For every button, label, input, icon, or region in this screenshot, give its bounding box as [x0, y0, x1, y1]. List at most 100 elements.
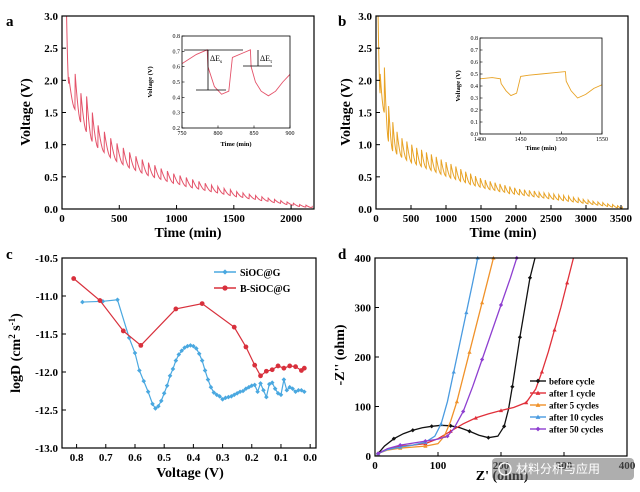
chart-c-point-1-7: [243, 344, 249, 350]
chart-c-xtick-label-5: 0.3: [216, 452, 230, 464]
chart-c-xtick-label-7: 0.1: [274, 452, 288, 464]
chart-d-legend-marker-4: [535, 426, 541, 432]
chart-a-xtick-label-2: 1000: [166, 213, 189, 225]
chart-c-xtick-label-4: 0.4: [187, 452, 201, 464]
chart-c-point-0-25: [199, 358, 205, 363]
panel-label-c: c: [6, 247, 13, 263]
chart-a-xtick-label-0: 0: [59, 213, 65, 225]
chart-c-legend-marker-0: [222, 269, 228, 275]
chart-c-point-0-8: [150, 401, 155, 407]
inset-a-ytick-label-4: 0.6: [173, 65, 181, 71]
chart-d-point-3-6: [439, 421, 444, 426]
chart-a-ytick-label-2: 1.0: [44, 140, 58, 152]
chart-c-axes: 0.8 0.7 0.6 0.5 0.4 0.3 0.2 0.1 0.0 -10.5 -11.0 -11…: [35, 253, 317, 464]
chart-b: 0 500 1000 1500 2000 2500 3000 3500 0.0 0.5 1.0 1.5…: [339, 11, 633, 241]
chart-c-point-0-22: [191, 343, 196, 349]
chart-c-point-0-12: [161, 390, 167, 396]
chart-d-point-0-16: [510, 384, 515, 389]
chart-b-ytick-label-4: 2.0: [358, 75, 372, 87]
chart-d-legend-label-0: before cycle: [549, 377, 595, 387]
chart-c-ytick-label-0: -10.5: [35, 253, 58, 265]
chart-c-point-0-23: [193, 346, 199, 351]
chart-c-xtick-label-8: 0.0: [303, 452, 317, 464]
chart-a-ytick-label-6: 3.0: [44, 11, 58, 23]
inset-b-ytick-label-5: 0.5: [471, 72, 479, 78]
chart-d-point-4-4: [423, 439, 428, 444]
chart-a-ylabel: Voltage (V): [19, 78, 34, 146]
chart-d-series-group: [376, 255, 575, 456]
chart-c-point-0-52: [278, 392, 284, 398]
chart-c-point-0-2: [115, 297, 120, 303]
chart-c-point-0-34: [226, 394, 231, 400]
chart-c-point-0-7: [145, 389, 151, 395]
chart-d-series-line-4: [377, 258, 518, 455]
chart-c-point-0-32: [220, 397, 225, 402]
chart-d-ytick-label-0: 0: [366, 451, 372, 463]
chart-c-point-0-21: [188, 343, 193, 348]
chart-c-ytick-label-4: -12.5: [35, 405, 58, 417]
chart-c-point-0-18: [179, 348, 185, 354]
chart-d-point-0-2: [391, 436, 396, 441]
chart-c-point-0-0: [80, 299, 85, 305]
chart-b-xtick-label-5: 2500: [540, 213, 563, 225]
inset-b-ytick-label-0: 0.0: [471, 132, 479, 138]
chart-d-legend: before cycle after 1 cycle after 5 cycles a…: [530, 377, 604, 435]
chart-c-point-0-49: [269, 380, 275, 385]
inset-a-annotation-et: ΔEτ: [260, 54, 273, 65]
chart-c-point-0-17: [176, 352, 182, 357]
chart-c-xtick-label-2: 0.6: [128, 452, 142, 464]
chart-b-xtick-label-0: 0: [373, 213, 379, 225]
chart-d-point-1-10: [498, 408, 504, 413]
chart-d-ytick-label-4: 400: [355, 253, 372, 265]
inset-b-ytick-label-6: 0.6: [471, 60, 479, 66]
inset-b-ytick-label-3: 0.3: [471, 96, 479, 102]
chart-d-xtick-label-0: 0: [372, 460, 378, 472]
chart-b-ytick-label-5: 2.5: [358, 43, 372, 55]
inset-a-xtick-label-2: 850: [250, 131, 259, 137]
chart-c: 0.8 0.7 0.6 0.5 0.4 0.3 0.2 0.1 0.0 -10.5 -11.0 -11…: [7, 253, 318, 481]
chart-a-ytick-label-3: 1.5: [44, 108, 58, 120]
chart-b-ytick-label-2: 1.0: [358, 140, 372, 152]
chart-d-point-4-0: [376, 451, 381, 456]
chart-c-point-0-4: [132, 350, 138, 356]
chart-d-legend-marker-0: [535, 378, 541, 384]
chart-c-point-1-8: [252, 362, 258, 368]
chart-c-xtick-label-0: 0.8: [70, 452, 84, 464]
chart-d-point-4-8: [461, 409, 466, 414]
chart-d: 01002003004000100200300400 Z' (ohm) -Z''…: [333, 253, 636, 484]
inset-b-ytick-label-8: 0.8: [471, 36, 479, 42]
chart-b-ytick-label-3: 1.5: [358, 108, 372, 120]
chart-c-xlabel: Voltage (V): [156, 466, 224, 481]
chart-b-axes: 0 500 1000 1500 2000 2500 3000 3500 0.0 0.5 1.0 1.5…: [358, 11, 632, 225]
chart-b-series-group: [377, 16, 623, 209]
chart-c-point-0-43: [252, 382, 257, 388]
chart-c-legend-label-0: SiOC@G: [240, 268, 281, 279]
chart-c-point-0-45: [258, 381, 263, 386]
chart-c-point-0-28: [208, 384, 214, 390]
chart-c-point-1-2: [120, 328, 126, 334]
chart-c-point-0-6: [141, 378, 147, 384]
chart-d-series-line-2: [377, 258, 495, 455]
inset-a-xtick-label-3: 900: [286, 131, 295, 137]
chart-c-point-1-14: [287, 363, 293, 369]
inset-a-annotation-es: ΔEs: [210, 54, 222, 65]
chart-a-axes: 0 500 1000 1500 2000 0.0 0.5 1.0 1.5 2.0 2.5 3.0: [44, 11, 302, 225]
wechat-icon: [498, 462, 512, 476]
chart-d-point-4-12: [498, 302, 504, 308]
chart-c-point-1-3: [138, 343, 144, 348]
chart-c-point-0-10: [156, 403, 161, 409]
chart-d-point-2-4: [423, 444, 428, 448]
chart-c-legend: SiOC@G B-SiOC@G: [214, 268, 291, 295]
chart-c-point-0-35: [229, 394, 234, 399]
chart-c-series-group: [71, 276, 307, 411]
chart-d-point-1-16: [552, 327, 557, 332]
panel-label-b: b: [338, 14, 346, 30]
chart-c-point-0-38: [237, 389, 243, 395]
inset-a-ytick-label-1: 0.3: [173, 111, 181, 117]
inset-a-xtick-label-0: 750: [178, 131, 187, 137]
chart-b-inset: 1400 1450 1500 1550 0.0 0.1 0.2 0.3 0.4 0.5 0.6 0.7…: [452, 30, 610, 152]
inset-b-ytick-label-4: 0.4: [471, 84, 479, 90]
inset-a-xlabel: Time (min): [220, 141, 251, 148]
chart-d-legend-label-3: after 10 cycles: [549, 413, 604, 423]
